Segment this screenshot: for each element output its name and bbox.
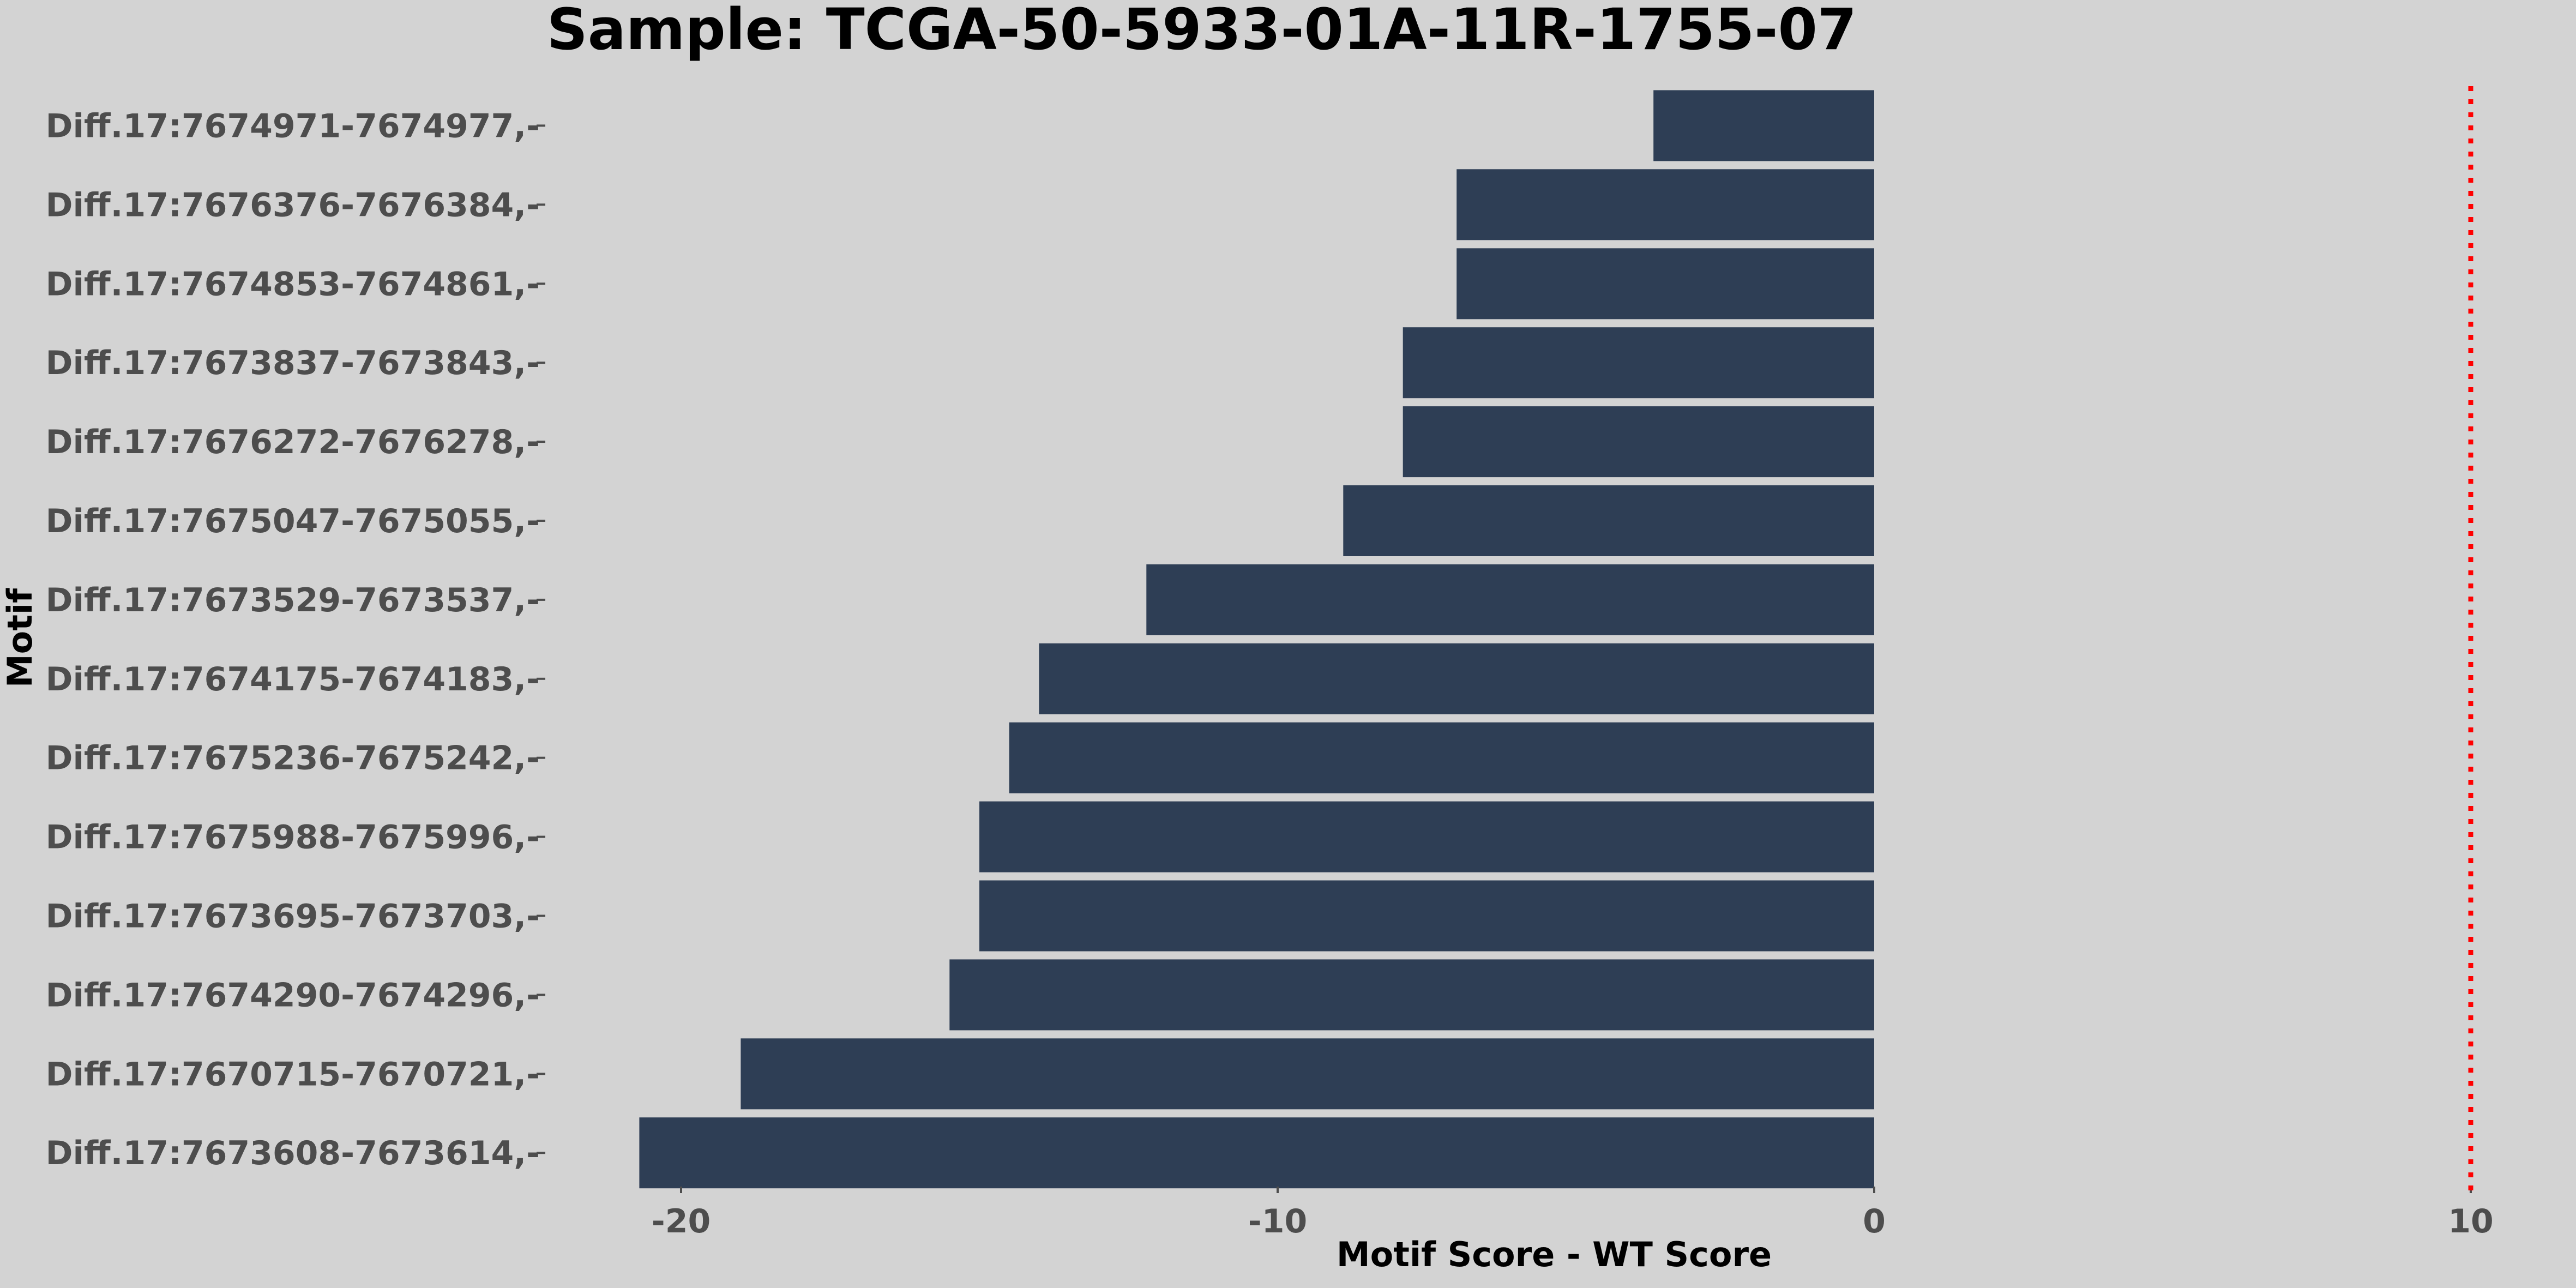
y-tick-label: Diff.17:7673695-7673703,- bbox=[46, 898, 540, 936]
y-tick-label: Diff.17:7674290-7674296,- bbox=[46, 976, 540, 1014]
bar bbox=[1146, 564, 1874, 635]
y-tick-label: Diff.17:7675047-7675055,- bbox=[46, 502, 540, 540]
y-tick-label: Diff.17:7670715-7670721,- bbox=[46, 1055, 540, 1093]
bar-series bbox=[639, 90, 1875, 1189]
x-tick-label: 0 bbox=[1863, 1202, 1886, 1241]
x-tick-label: -10 bbox=[1248, 1202, 1307, 1241]
y-tick-label: Diff.17:7674175-7674183,- bbox=[46, 660, 540, 699]
bar bbox=[1039, 643, 1874, 714]
x-tick-label: -20 bbox=[652, 1202, 711, 1241]
bar bbox=[1009, 722, 1874, 793]
x-axis-title: Motif Score - WT Score bbox=[1337, 1235, 1772, 1274]
x-tick-labels: -20 -10 0 10 bbox=[652, 1187, 2494, 1241]
bar bbox=[1403, 327, 1874, 399]
bar bbox=[949, 959, 1874, 1031]
chart-title: Sample: TCGA-50-5933-01A-11R-1755-07 bbox=[547, 0, 1857, 63]
bar bbox=[1456, 248, 1874, 320]
bar bbox=[1653, 90, 1874, 161]
bar bbox=[979, 880, 1874, 952]
y-tick-label: Diff.17:7673837-7673843,- bbox=[46, 344, 540, 382]
y-tick-label: Diff.17:7674971-7674977,- bbox=[46, 107, 540, 145]
bar bbox=[1343, 485, 1874, 556]
bar bbox=[1403, 406, 1874, 478]
y-axis-title: Motif bbox=[0, 588, 40, 688]
bar bbox=[1456, 169, 1874, 240]
x-tick-label: 10 bbox=[2448, 1202, 2494, 1241]
y-tick-label: Diff.17:7673529-7673537,- bbox=[46, 581, 540, 619]
y-tick-label: Diff.17:7673608-7673614,- bbox=[46, 1134, 540, 1172]
y-tick-label: Diff.17:7675988-7675996,- bbox=[46, 818, 540, 857]
y-tick-label: Diff.17:7675236-7675242,- bbox=[46, 739, 540, 778]
y-tick-label: Diff.17:7676376-7676384,- bbox=[46, 186, 540, 224]
y-tick-label: Diff.17:7674853-7674861,- bbox=[46, 265, 540, 303]
y-tick-labels: Diff.17:7674971-7674977,- Diff.17:7676376… bbox=[46, 107, 545, 1172]
bar bbox=[639, 1117, 1875, 1189]
bar bbox=[979, 801, 1874, 872]
bar bbox=[741, 1038, 1875, 1110]
y-tick-label: Diff.17:7676272-7676278,- bbox=[46, 423, 540, 461]
